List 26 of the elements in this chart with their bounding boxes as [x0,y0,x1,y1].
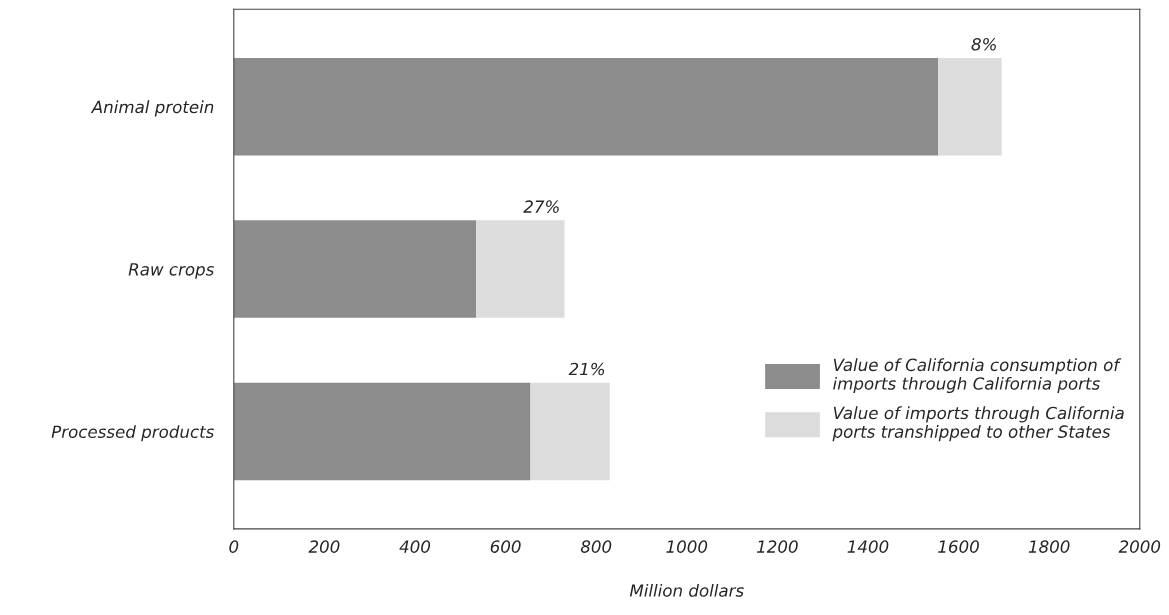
bar [530,382,610,481]
legend-label: Value of California consumption of imports through California ports [833,358,1122,394]
x-tick-label: 200 [308,540,340,553]
x-tick-label: 600 [490,540,521,553]
annotation: 21% [568,362,605,376]
y-tick-label: Raw crops [128,263,215,279]
x-tick-label: 1000 [666,540,708,553]
x-tick-label: 2000 [1118,540,1161,553]
x-axis-title: Million dollars [629,583,744,597]
bar [476,220,565,318]
bar [938,57,1002,156]
annotation: 8% [971,37,996,51]
x-tick-label: 0 [229,540,239,553]
bar [233,57,939,156]
y-tick-label: Animal protein [90,100,214,117]
legend-label: Value of imports through California ports transhipped to other States [832,406,1124,442]
x-tick-label: 1800 [1028,540,1070,553]
bar [233,220,477,318]
annotation: 27% [523,200,559,213]
x-tick-label: 800 [580,540,612,553]
x-tick-label: 400 [399,540,431,553]
y-tick-label: Processed products [51,425,214,442]
x-tick-label: 1600 [938,540,979,553]
bar [233,382,531,481]
x-tick-label: 1400 [847,540,889,553]
x-tick-label: 1200 [756,540,798,553]
